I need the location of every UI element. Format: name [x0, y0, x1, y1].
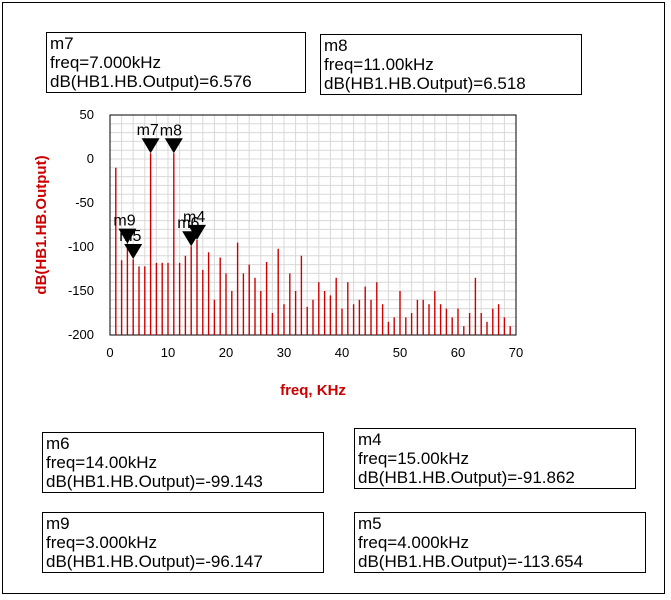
- marker-name: m5: [358, 514, 382, 533]
- x-tick-label: 70: [509, 345, 523, 360]
- marker-triangle[interactable]: [188, 224, 206, 240]
- x-tick-label: 10: [161, 345, 175, 360]
- marker-label: m7: [137, 122, 159, 139]
- marker-freq: freq=7.000kHz: [50, 53, 162, 72]
- x-tick-label: 60: [451, 345, 465, 360]
- x-tick-labels: 0 10 20 30 40 50 60 70: [106, 345, 523, 360]
- marker-label: m9: [113, 213, 135, 230]
- marker-readout-m4[interactable]: m4 freq=15.00kHz dB(HB1.HB.Output)=-91.8…: [354, 428, 636, 489]
- marker-name: m6: [46, 434, 70, 453]
- marker-name: m7: [50, 34, 74, 53]
- marker-freq: freq=3.000kHz: [46, 533, 158, 552]
- y-axis-label: dB(HB1.HB.Output): [33, 155, 50, 294]
- x-tick-label: 40: [335, 345, 349, 360]
- y-tick-label: -100: [68, 239, 94, 254]
- marker-triangle[interactable]: [124, 244, 143, 260]
- marker-triangle[interactable]: [118, 228, 137, 244]
- y-tick-label: -200: [68, 327, 94, 342]
- marker-value: dB(HB1.HB.Output)=-99.143: [46, 472, 263, 491]
- marker-value: dB(HB1.HB.Output)=-113.654: [358, 552, 584, 571]
- marker-value: dB(HB1.HB.Output)=-96.147: [46, 552, 263, 571]
- marker-freq: freq=15.00kHz: [358, 449, 470, 468]
- x-tick-label: 0: [106, 345, 113, 360]
- x-tick-label: 30: [277, 345, 291, 360]
- marker-readout-m8[interactable]: m8 freq=11.00kHz dB(HB1.HB.Output)=6.518: [320, 34, 582, 95]
- marker-label: m4: [183, 209, 205, 226]
- marker-freq: freq=11.00kHz: [324, 55, 434, 74]
- marker-name: m8: [324, 36, 348, 55]
- marker-freq: freq=4.000kHz: [358, 533, 470, 552]
- marker-value: dB(HB1.HB.Output)=-91.862: [358, 468, 575, 487]
- marker-triangle[interactable]: [141, 138, 160, 154]
- marker-name: m9: [46, 514, 70, 533]
- x-tick-label: 50: [393, 345, 407, 360]
- marker-name: m4: [358, 430, 382, 449]
- marker-freq: freq=14.00kHz: [46, 453, 158, 472]
- marker-readout-m6[interactable]: m6 freq=14.00kHz dB(HB1.HB.Output)=-99.1…: [42, 432, 324, 493]
- chart-frame: [2, 2, 665, 594]
- y-tick-label: -150: [68, 283, 94, 298]
- marker-readout-m5[interactable]: m5 freq=4.000kHz dB(HB1.HB.Output)=-113.…: [354, 512, 646, 573]
- y-tick-label: -50: [75, 195, 94, 210]
- marker-label: m8: [160, 122, 182, 139]
- y-tick-labels: 50 0 -50 -100 -150 -200: [68, 107, 94, 342]
- x-axis-label: freq, KHz: [280, 382, 346, 399]
- marker-value: dB(HB1.HB.Output)=6.518: [324, 74, 526, 93]
- y-tick-label: 0: [87, 151, 94, 166]
- stems: [115, 153, 511, 335]
- marker-label: m5: [119, 228, 141, 245]
- y-tick-label: 50: [80, 107, 94, 122]
- marker-readout-m9[interactable]: m9 freq=3.000kHz dB(HB1.HB.Output)=-96.1…: [42, 512, 324, 573]
- marker-readout-m7[interactable]: m7 freq=7.000kHz dB(HB1.HB.Output)=6.576: [46, 32, 306, 93]
- marker-triangle[interactable]: [164, 138, 183, 154]
- marker-value: dB(HB1.HB.Output)=6.576: [50, 72, 252, 91]
- x-tick-label: 20: [219, 345, 233, 360]
